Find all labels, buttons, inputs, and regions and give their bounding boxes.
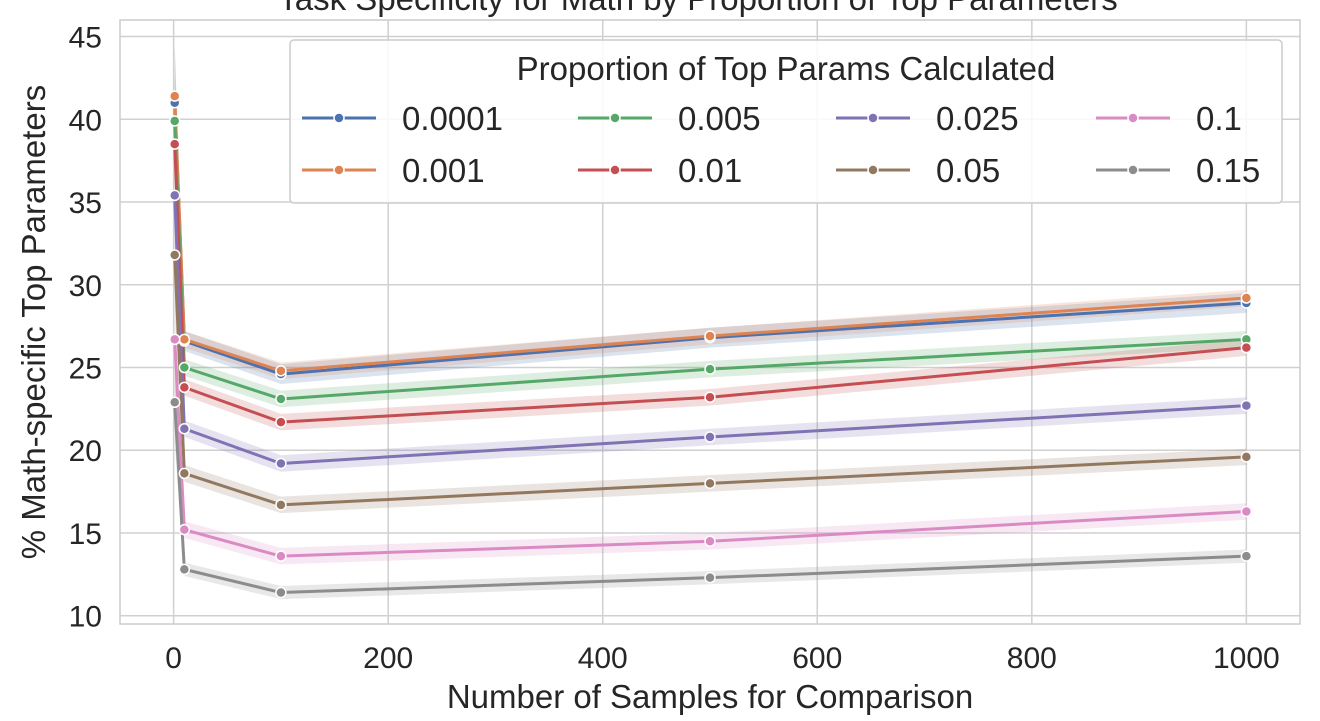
data-point-0.05 — [1240, 451, 1253, 463]
y-tick-label: 45 — [69, 22, 102, 55]
data-point-0.001 — [275, 365, 287, 377]
legend-marker-0.1 — [1127, 112, 1139, 124]
data-point-0.025 — [168, 189, 181, 202]
y-tick-label: 30 — [69, 270, 102, 303]
y-tick-label: 25 — [69, 353, 102, 386]
legend-label-0.01: 0.01 — [678, 152, 742, 189]
legend-marker-0.001 — [333, 164, 345, 176]
data-point-0.005 — [178, 361, 191, 374]
data-point-0.025 — [704, 431, 716, 443]
data-point-0.001 — [168, 90, 181, 102]
x-tick-label: 0 — [165, 642, 182, 675]
data-point-0.005 — [168, 115, 181, 127]
legend-marker-0.0001 — [333, 112, 345, 124]
data-point-0.01 — [178, 381, 191, 394]
y-axis-label: % Math-specific Top Parameters — [15, 85, 52, 559]
legend-label-0.15: 0.15 — [1196, 152, 1260, 189]
data-point-0.1 — [704, 535, 716, 548]
data-point-0.01 — [168, 138, 181, 150]
legend-marker-0.15 — [1127, 164, 1139, 176]
data-point-0.001 — [178, 333, 191, 346]
data-point-0.15 — [168, 396, 181, 409]
legend-label-0.1: 0.1 — [1196, 100, 1242, 137]
x-tick-label: 400 — [578, 642, 628, 675]
data-point-0.01 — [1240, 341, 1253, 354]
legend-marker-0.025 — [867, 112, 879, 124]
data-point-0.1 — [168, 333, 181, 346]
data-point-0.05 — [178, 467, 191, 480]
data-point-0.1 — [1240, 505, 1253, 518]
data-points — [168, 90, 1253, 599]
y-tick-label: 40 — [69, 104, 102, 137]
legend-label-0.0001: 0.0001 — [402, 100, 503, 137]
legend-items: 0.0001 0.001 0.005 0.01 0.025 0.05 0.1 0.15 — [302, 100, 1260, 189]
data-point-0.1 — [275, 550, 287, 562]
data-point-0.05 — [704, 477, 716, 490]
legend-box — [289, 39, 1283, 204]
data-point-0.025 — [1240, 399, 1253, 412]
data-point-0.005 — [704, 363, 716, 375]
y-tick-label: 10 — [69, 601, 102, 634]
x-tick-label: 600 — [792, 642, 842, 675]
data-point-0.05 — [168, 249, 181, 261]
chart-title: Task Specificity for Math by Proportion … — [278, 0, 1117, 17]
y-tick-label: 15 — [69, 518, 102, 551]
data-point-0.05 — [275, 499, 287, 511]
legend: Proportion of Top Params Calculated 0.00… — [289, 39, 1283, 204]
x-tick-label: 800 — [1007, 642, 1057, 675]
legend-label-0.001: 0.001 — [402, 152, 485, 189]
legend-label-0.005: 0.005 — [678, 100, 761, 137]
legend-title: Proportion of Top Params Calculated — [517, 50, 1056, 87]
data-point-0.01 — [275, 416, 287, 428]
x-axis-label: Number of Samples for Comparison — [447, 678, 973, 715]
data-point-0.025 — [275, 457, 287, 470]
y-axis-ticks: 10 15 20 25 30 35 40 45 — [69, 22, 102, 634]
data-point-0.01 — [704, 391, 716, 404]
data-point-0.15 — [178, 563, 191, 576]
data-point-0.15 — [704, 571, 716, 584]
data-point-0.025 — [178, 422, 191, 435]
data-point-0.001 — [704, 330, 716, 342]
legend-label-0.05: 0.05 — [936, 152, 1000, 189]
legend-marker-0.05 — [867, 164, 879, 176]
legend-marker-0.01 — [609, 164, 621, 176]
data-point-0.1 — [178, 523, 191, 536]
data-point-0.005 — [275, 393, 287, 405]
y-tick-label: 20 — [69, 435, 102, 468]
x-axis-ticks: 0 200 400 600 800 1000 — [165, 642, 1279, 675]
legend-marker-0.005 — [609, 112, 621, 124]
x-tick-label: 200 — [363, 642, 413, 675]
legend-label-0.025: 0.025 — [936, 100, 1019, 137]
y-tick-label: 35 — [69, 187, 102, 220]
data-point-0.15 — [275, 586, 287, 599]
x-tick-label: 1000 — [1213, 642, 1280, 675]
plot-frame — [119, 19, 1301, 625]
data-point-0.15 — [1240, 550, 1253, 562]
data-point-0.001 — [1240, 292, 1253, 304]
